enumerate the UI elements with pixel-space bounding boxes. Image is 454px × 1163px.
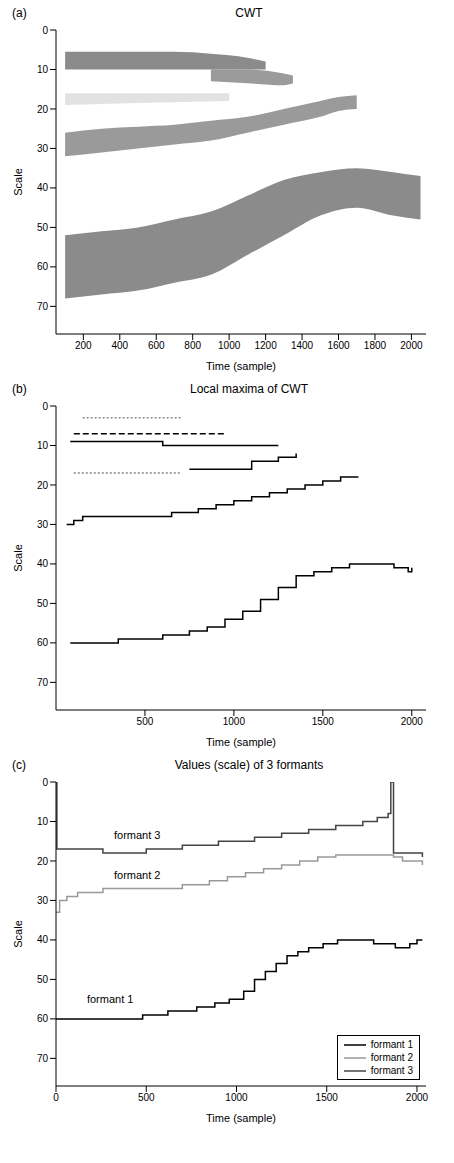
svg-text:60: 60 [37,637,49,648]
svg-text:0: 0 [42,777,48,788]
svg-text:50: 50 [37,974,49,985]
svg-text:1500: 1500 [316,1092,339,1103]
svg-text:10: 10 [37,816,49,827]
svg-text:10: 10 [37,64,49,75]
html-text:formant 2: formant 2 [370,1052,413,1063]
svg-text:40: 40 [37,934,49,945]
svg-text:0: 0 [42,401,48,412]
svg-text:70: 70 [37,677,49,688]
svg-text:0: 0 [53,1092,59,1103]
svg-text:40: 40 [37,558,49,569]
svg-text:1200: 1200 [254,340,277,351]
svg-text:Scale: Scale [12,920,24,948]
html-text:Local maxima of CWT: Local maxima of CWT [190,382,308,396]
svg-text:2000: 2000 [401,716,424,727]
svg-text:20: 20 [37,856,49,867]
html-text:formant 1: formant 1 [370,1039,413,1050]
svg-text:1000: 1000 [223,716,246,727]
html-text:Values (scale) of 3 formants: Values (scale) of 3 formants [174,758,324,772]
svg-text:1800: 1800 [364,340,387,351]
svg-text:70: 70 [37,1053,49,1064]
html-text:(b): (b) [12,382,27,396]
svg-text:200: 200 [75,340,92,351]
svg-text:0: 0 [42,25,48,36]
svg-text:400: 400 [111,340,128,351]
svg-text:1400: 1400 [291,340,314,351]
svg-text:30: 30 [37,143,49,154]
svg-text:500: 500 [138,1092,155,1103]
svg-text:20: 20 [37,104,49,115]
svg-text:Time (sample): Time (sample) [206,360,276,372]
html-text:(a): (a) [12,6,27,20]
svg-text:600: 600 [148,340,165,351]
svg-text:50: 50 [37,222,49,233]
svg-text:800: 800 [184,340,201,351]
html-text:(c): (c) [12,758,26,772]
svg-text:Time (sample): Time (sample) [206,1112,276,1124]
svg-text:formant 2: formant 2 [114,869,160,881]
svg-text:1000: 1000 [225,1092,248,1103]
svg-text:50: 50 [37,598,49,609]
svg-text:formant 3: formant 3 [114,829,160,841]
svg-text:Scale: Scale [12,168,24,196]
svg-text:formant 1: formant 1 [87,993,133,1005]
svg-text:Scale: Scale [12,544,24,572]
svg-text:1600: 1600 [327,340,350,351]
svg-text:70: 70 [37,301,49,312]
svg-text:30: 30 [37,519,49,530]
svg-text:60: 60 [37,261,49,272]
svg-text:10: 10 [37,440,49,451]
html-text:formant 3: formant 3 [370,1065,413,1076]
svg-text:Time (sample): Time (sample) [206,736,276,748]
svg-text:500: 500 [137,716,154,727]
html-text:CWT: CWT [235,6,263,20]
svg-text:20: 20 [37,480,49,491]
svg-text:2000: 2000 [406,1092,429,1103]
svg-text:60: 60 [37,1013,49,1024]
svg-text:1000: 1000 [218,340,241,351]
svg-text:2000: 2000 [400,340,423,351]
svg-text:1500: 1500 [312,716,335,727]
svg-text:30: 30 [37,895,49,906]
svg-text:40: 40 [37,182,49,193]
